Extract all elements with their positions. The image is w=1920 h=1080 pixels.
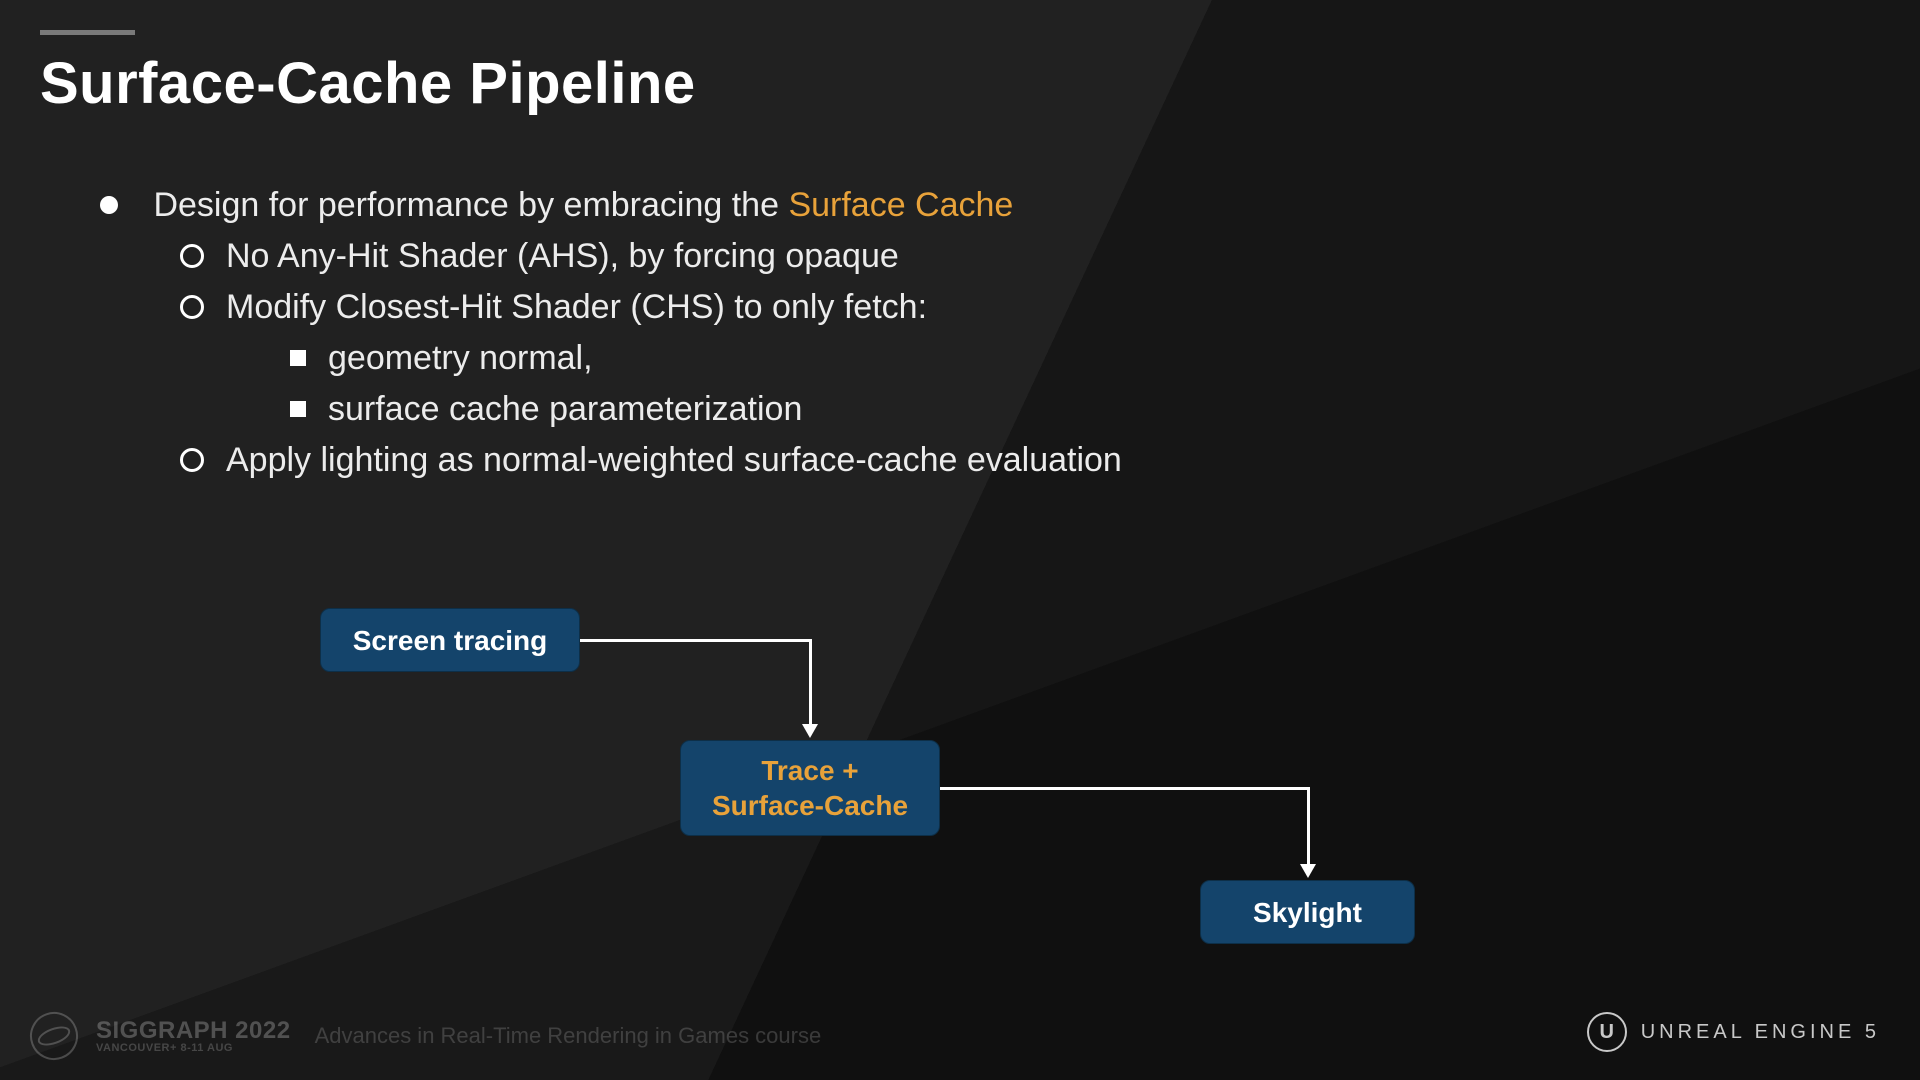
bullet-lvl2-a: No Any-Hit Shader (AHS), by forcing opaq… (180, 231, 1122, 282)
unreal-engine-text: UNREAL ENGINE 5 (1641, 1021, 1880, 1044)
bullet-text: No Any-Hit Shader (AHS), by forcing opaq… (226, 237, 899, 275)
course-title: Advances in Real-Time Rendering in Games… (315, 1023, 822, 1049)
footer-right: U UNREAL ENGINE 5 (1587, 1012, 1880, 1052)
bullet-lvl2-c: Apply lighting as normal-weighted surfac… (180, 435, 1122, 486)
bullet-text: Design for performance by embracing the (153, 186, 788, 224)
slide-title: Surface-Cache Pipeline (40, 50, 696, 117)
bullet-lvl3-b: surface cache parameterization (290, 384, 1122, 435)
siggraph-line1: SIGGRAPH 2022 (96, 1019, 291, 1043)
siggraph-text: SIGGRAPH 2022 VANCOUVER+ 8-11 AUG (96, 1019, 291, 1054)
bullet-list: Design for performance by embracing the … (100, 180, 1122, 486)
bullet-text: surface cache parameterization (328, 390, 802, 428)
siggraph-logo-icon (23, 1005, 85, 1067)
title-accent-bar (40, 30, 135, 35)
background-gradient-2 (0, 0, 1920, 1080)
bullet-lvl3-a: geometry normal, (290, 333, 1122, 384)
bullet-text: geometry normal, (328, 339, 593, 377)
bullet-text: Modify Closest-Hit Shader (CHS) to only … (226, 288, 927, 326)
bullet-lvl1: Design for performance by embracing the … (100, 180, 1122, 231)
bullet-accent-text: Surface Cache (788, 186, 1013, 224)
siggraph-line2: VANCOUVER+ 8-11 AUG (96, 1043, 291, 1054)
footer-left: SIGGRAPH 2022 VANCOUVER+ 8-11 AUG Advanc… (30, 1012, 821, 1060)
bullet-text: Apply lighting as normal-weighted surfac… (226, 441, 1122, 479)
unreal-logo-glyph: U (1599, 1021, 1613, 1044)
bullet-lvl2-b: Modify Closest-Hit Shader (CHS) to only … (180, 282, 1122, 333)
unreal-logo-icon: U (1587, 1012, 1627, 1052)
